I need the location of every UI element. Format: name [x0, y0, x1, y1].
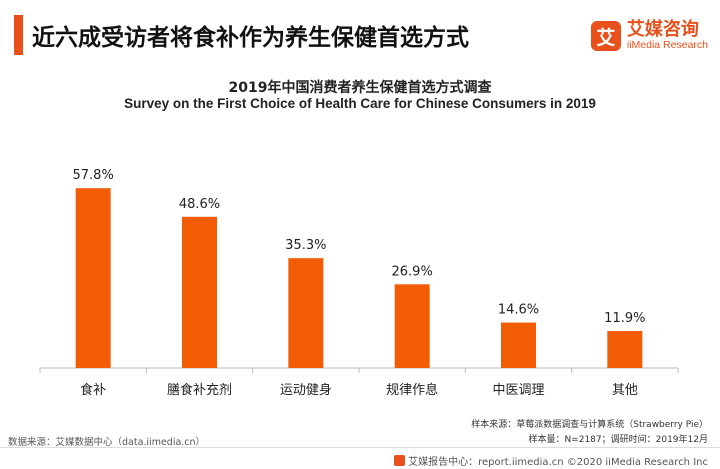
sample-source-note: 样本来源：草莓派数据调查与计算系统（Strawberry Pie）: [471, 420, 708, 430]
footer-text: 艾媒报告中心：report.iimedia.cn ©2020 iiMedia R…: [408, 457, 708, 468]
brand-mark-icon: 艾: [590, 21, 621, 51]
page-headline: 近六成受访者将食补作为养生保健首选方式: [32, 25, 469, 51]
bar: [607, 330, 643, 368]
brand-name-en: iiMedia Research: [626, 39, 708, 52]
x-category-label: 运动健身: [280, 382, 332, 398]
x-category-label: 食补: [80, 382, 106, 398]
x-category-label: 膳食补充剂: [167, 382, 232, 398]
data-source-note: 数据来源：艾媒数据中心（data.iimedia.cn）: [8, 437, 206, 448]
bar-value-label: 35.3%: [285, 238, 326, 253]
x-category-label: 中医调理: [492, 383, 544, 398]
bar-value-label: 14.6%: [498, 303, 539, 318]
chart-title: 2019年中国消费者养生保健首选方式调查: [228, 80, 492, 96]
bar: [288, 258, 324, 368]
sample-size-note: 样本量：N=2187；调研时间：2019年12月: [528, 435, 708, 445]
bar: [501, 322, 536, 368]
chart-subtitle: Survey on the First Choice of Health Car…: [124, 96, 596, 111]
x-category-label: 其他: [612, 383, 638, 398]
bar-value-label: 11.9%: [604, 311, 645, 326]
x-category-label: 规律作息: [386, 382, 438, 398]
bar: [182, 216, 217, 368]
bar: [394, 284, 430, 368]
report-center-icon: [394, 455, 406, 466]
brand-name-cn: 艾媒咨询: [626, 19, 699, 41]
bar-value-label: 26.9%: [392, 264, 433, 279]
bar: [75, 188, 111, 368]
footer: 艾媒报告中心：report.iimedia.cn ©2020 iiMedia R…: [0, 447, 720, 469]
brand-logo: 艾 艾媒咨询 iiMedia Research: [590, 14, 708, 58]
bar-value-label: 48.6%: [179, 197, 220, 212]
bar-value-label: 57.8%: [73, 168, 114, 183]
accent-bar: [14, 15, 23, 55]
